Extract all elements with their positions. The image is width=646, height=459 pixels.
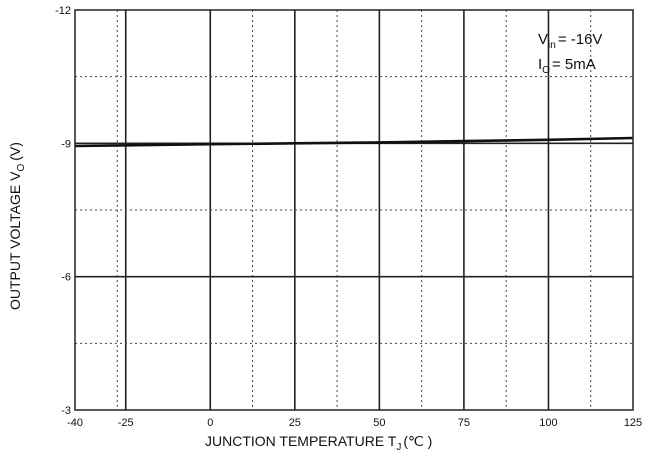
tick-labels: -40 -25 0 25 50 75 100 125 -12 -9 -6 -3 [55, 5, 642, 429]
x-tick-label: 50 [373, 417, 385, 429]
y-tick-label: -6 [61, 272, 71, 284]
x-tick-label: 0 [207, 417, 213, 429]
annotation-vin: Vin = -16V [538, 31, 602, 51]
x-tick-label: 125 [624, 417, 642, 429]
y-tick-label: -9 [61, 138, 71, 150]
series-layer [74, 136, 634, 148]
x-tick-label: -25 [118, 417, 134, 429]
x-tick-label: 25 [289, 417, 301, 429]
annotation-io: IO = 5mA [538, 56, 596, 76]
series-line [74, 136, 634, 148]
grid [75, 10, 633, 410]
x-tick-label: -40 [67, 417, 83, 429]
plot-frame [74, 9, 634, 411]
y-tick-label: -12 [55, 5, 71, 17]
y-tick-label: -3 [61, 405, 71, 417]
y-axis-title: OUTPUT VOLTAGE VO(V) [7, 142, 27, 310]
x-tick-label: 100 [539, 417, 557, 429]
x-tick-label: 75 [458, 417, 470, 429]
x-axis-title: JUNCTION TEMPERATURE TJ (℃ ) [205, 433, 432, 453]
